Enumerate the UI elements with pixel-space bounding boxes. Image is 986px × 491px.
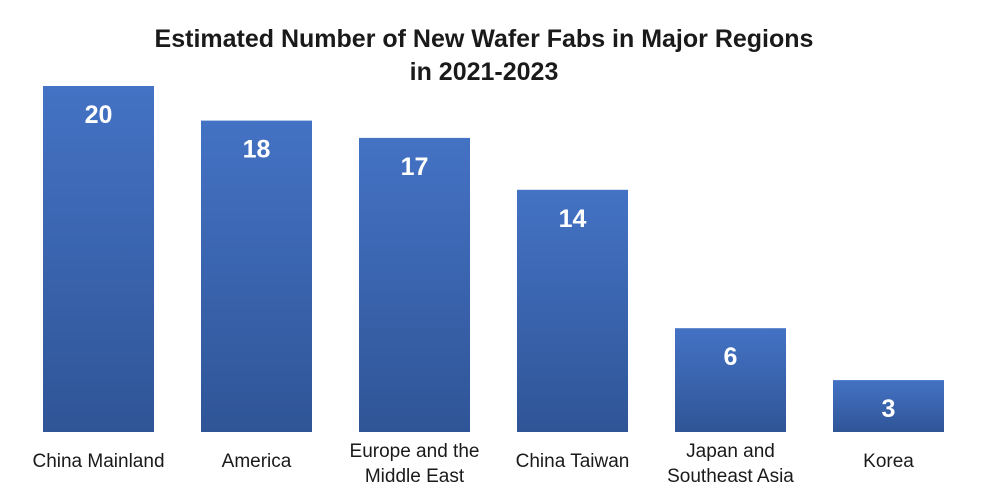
bar-4: [675, 328, 786, 432]
data-label-3: 14: [559, 205, 587, 233]
category-label-2-line-2: Middle East: [365, 466, 465, 487]
category-label-2-line-1: Europe and the: [350, 441, 480, 462]
bar-5: [833, 380, 944, 432]
category-label-4-line-2: Southeast Asia: [667, 466, 794, 487]
bars-group: 20 18 17 14 6 3: [43, 86, 944, 432]
category-label-5: Korea: [863, 451, 914, 472]
data-label-2: 17: [401, 153, 429, 181]
category-label-1: America: [222, 451, 292, 472]
data-label-1: 18: [243, 136, 271, 164]
category-label-4-line-1: Japan and: [686, 441, 775, 462]
category-label-0: China Mainland: [32, 451, 164, 472]
bar-1: [201, 120, 312, 432]
bar-0: [43, 86, 154, 432]
data-label-4: 6: [724, 343, 738, 371]
bar-2: [359, 137, 470, 432]
category-labels-group: China Mainland America Europe and the Middl…: [32, 441, 914, 487]
data-label-5: 3: [882, 395, 896, 423]
chart-title-line-2: in 2021-2023: [410, 58, 559, 86]
bar-3: [517, 189, 628, 432]
data-label-0: 20: [85, 101, 113, 129]
category-label-3: China Taiwan: [516, 451, 630, 472]
chart-title-line-1: Estimated Number of New Wafer Fabs in Ma…: [155, 25, 814, 53]
